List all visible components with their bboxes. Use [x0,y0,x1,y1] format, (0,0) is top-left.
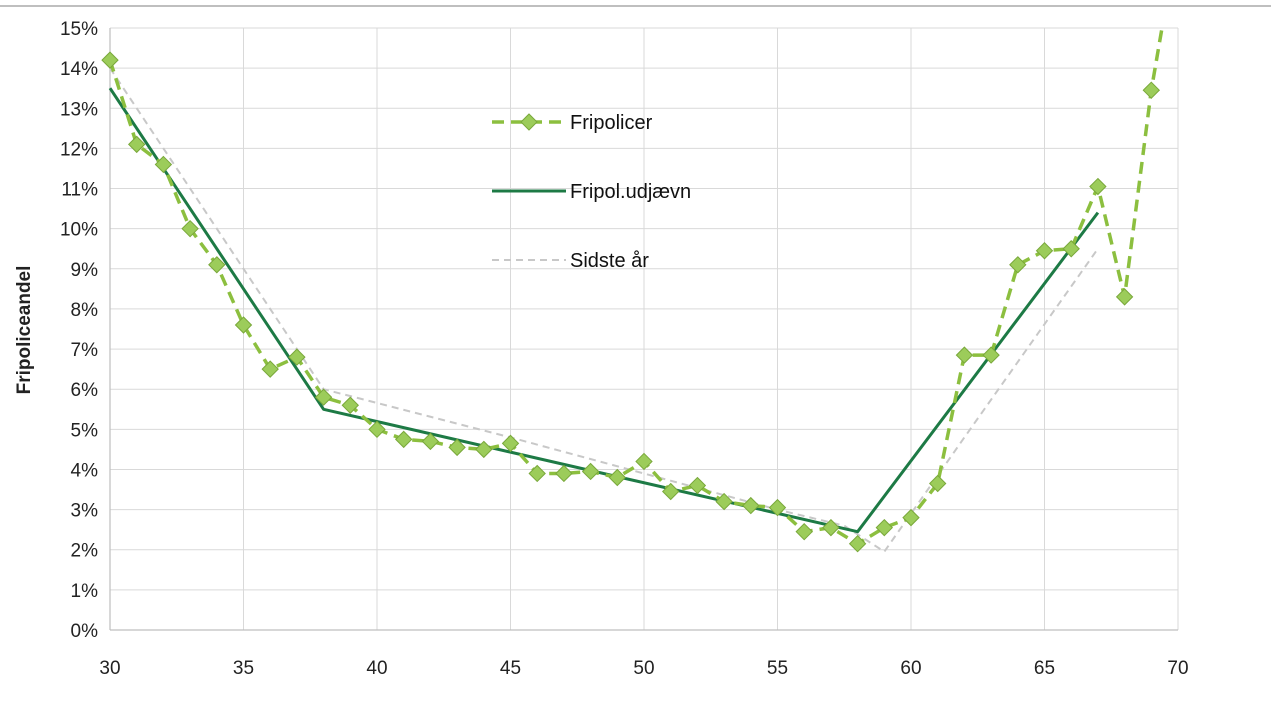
fripolicer-marker [661,482,680,501]
fripolicer-marker [1062,240,1080,258]
x-tick-label: 65 [1034,658,1055,679]
x-tick-label: 45 [500,658,521,679]
gridlines [109,27,1179,631]
fripolicer-marker [1142,81,1161,99]
series-line-1 [108,87,1100,534]
y-tick-label: 2% [71,541,99,562]
y-tick-label: 0% [71,621,99,642]
x-tick-label: 60 [900,658,921,679]
y-tick-label: 8% [71,300,99,321]
fripolicer-marker [127,135,146,154]
y-tick-label: 5% [71,420,99,441]
x-tick-label: 35 [233,658,254,679]
fripolicer-marker [341,396,360,414]
legend: Fripolicer Fripol.udjævn Sidste år [492,112,691,272]
fripolicer-marker [394,430,413,449]
fripolicer-marker [928,474,947,493]
y-tick-label: 15% [60,19,98,40]
fripolicer-marker [715,492,733,511]
y-tick-label: 6% [71,380,99,401]
fripolicer-marker [448,438,466,457]
x-tick-label: 55 [767,658,788,679]
y-tick-label: 14% [60,59,98,80]
y-axis-ticks: 0% 1% 2% 3% 4% 5% 6% 7% 8% 9% 10% 11% 12% 13% 14% 15% [60,19,98,642]
fripolicer-marker [288,348,306,366]
legend-marker [520,113,538,131]
x-tick-label: 50 [633,658,654,679]
y-tick-label: 13% [60,99,98,120]
fripolicer-marker [955,346,974,364]
fripolicer-marker [1035,242,1054,260]
legend-label-2: Sidste år [570,250,649,272]
fripolicer-marker [742,496,760,515]
y-tick-label: 12% [60,139,98,160]
fripolicer-marker [581,462,600,481]
fripolicer-marker [795,522,813,541]
series-line-0 [108,27,1164,546]
x-tick-label: 30 [99,658,120,679]
fripolicer-marker [208,256,226,274]
fripolicer-marker [314,388,333,406]
legend-label-1: Fripol.udjævn [570,181,691,203]
fripolicer-marker [1089,177,1107,196]
fripolicer-marker [475,440,493,459]
fripolicer-marker [848,535,867,553]
fripolicer-marker [608,468,627,487]
fripolicer-marker [501,434,520,453]
fripolicer-marker [635,452,653,471]
fripolicer-marker [181,219,199,238]
y-tick-label: 11% [61,180,98,201]
y-axis-label: Fripoliceandel [14,266,35,395]
fripolicer-marker [421,432,440,451]
fripolicer-marker [768,498,787,517]
x-tick-label: 70 [1167,658,1188,679]
fripolicer-marker [234,316,253,334]
fripolicer-marker [902,508,920,527]
x-tick-label: 40 [366,658,387,679]
fripolicer-marker [822,518,840,537]
fripolicer-marker [154,155,173,174]
series-group [101,27,1164,553]
fripolicer-marker [1115,288,1134,306]
fripolicer-marker [1009,256,1027,274]
y-tick-label: 4% [71,460,99,481]
fripolicer-marker [368,420,386,439]
fripolicer-marker [528,464,546,483]
y-tick-label: 7% [71,340,99,361]
fripolicer-marker [982,346,1000,364]
fripolicer-marker [875,518,894,537]
y-tick-label: 9% [71,260,99,281]
y-tick-label: 3% [71,501,99,522]
fripolicer-marker [101,51,119,69]
x-axis-ticks: 30 35 40 45 50 55 60 65 70 [99,658,1188,679]
fripolicer-marker [555,464,573,483]
legend-label-0: Fripolicer [570,112,653,134]
y-tick-label: 10% [60,220,98,241]
fripolicer-marker [261,360,279,378]
fripolicer-marker [688,476,707,495]
y-tick-label: 1% [71,581,99,602]
